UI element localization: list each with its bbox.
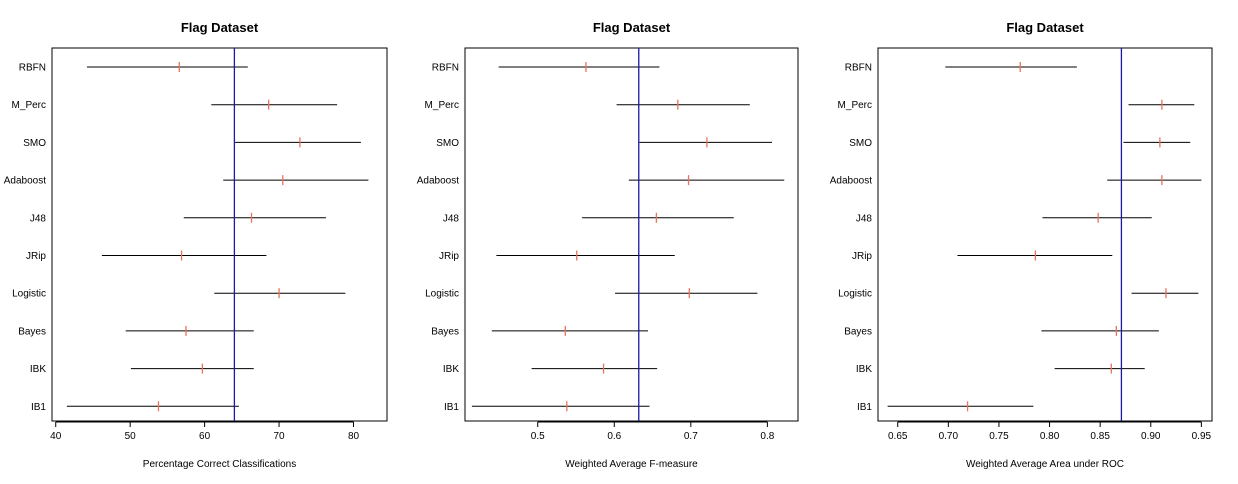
chart-panel-3: Flag Dataset RBFN M_Perc SMO Adaboost J48 JRip…: [830, 20, 1213, 470]
category-label: JRip: [852, 251, 872, 262]
category-label: J48: [30, 213, 47, 224]
x-tick-label: 0.90: [1141, 431, 1161, 442]
category-label: IBK: [443, 364, 459, 375]
category-label: IB1: [444, 402, 459, 413]
x-tick-label: 0.6: [607, 431, 621, 442]
x-axis-label: Percentage Correct Classifications: [143, 459, 296, 470]
chart-title: Flag Dataset: [593, 20, 671, 35]
x-tick-label: 70: [273, 431, 285, 442]
x-tick-label: 0.70: [939, 431, 959, 442]
x-tick-label: 0.5: [531, 431, 545, 442]
category-label: Adaboost: [4, 176, 46, 187]
x-tick-label: 40: [50, 431, 62, 442]
category-label: Bayes: [18, 326, 46, 337]
category-label: Logistic: [12, 289, 46, 300]
category-label: M_Perc: [425, 100, 459, 111]
x-tick-label: 0.65: [888, 431, 908, 442]
chart-panel-1: Flag Dataset RBFN M_Perc SMO Adaboost J48 JRip…: [4, 20, 388, 470]
category-label: Bayes: [431, 326, 459, 337]
category-label: SMO: [23, 138, 46, 149]
category-label: J48: [856, 213, 873, 224]
x-tick-label: 0.8: [760, 431, 774, 442]
category-label: IBK: [30, 364, 46, 375]
category-label: RBFN: [432, 63, 459, 74]
category-label: JRip: [439, 251, 459, 262]
category-label: RBFN: [19, 63, 46, 74]
category-label: Adaboost: [417, 176, 459, 187]
x-tick-label: 0.85: [1090, 431, 1110, 442]
category-label: RBFN: [845, 63, 872, 74]
x-tick-label: 80: [348, 431, 360, 442]
category-label: Logistic: [425, 289, 459, 300]
category-label: JRip: [26, 251, 46, 262]
category-label: IB1: [31, 402, 46, 413]
category-label: SMO: [849, 138, 872, 149]
x-tick-label: 0.80: [1040, 431, 1060, 442]
chart-title: Flag Dataset: [181, 20, 259, 35]
category-label: IBK: [856, 364, 872, 375]
x-tick-label: 0.95: [1192, 431, 1212, 442]
category-label: IB1: [857, 402, 872, 413]
category-label: Logistic: [838, 289, 872, 300]
chart-panel-2: Flag Dataset RBFN M_Perc SMO Adaboost J48 JRip…: [417, 20, 799, 470]
x-axis-label: Weighted Average F-measure: [565, 459, 698, 470]
plot-frame: [877, 47, 1213, 422]
x-tick-label: 50: [125, 431, 137, 442]
x-tick-label: 0.7: [684, 431, 698, 442]
x-axis-label: Weighted Average Area under ROC: [966, 459, 1124, 470]
category-label: J48: [443, 213, 460, 224]
category-label: M_Perc: [12, 100, 46, 111]
x-tick-label: 0.75: [989, 431, 1009, 442]
category-label: Bayes: [844, 326, 872, 337]
category-label: M_Perc: [838, 100, 872, 111]
category-label: Adaboost: [830, 176, 872, 187]
category-label: SMO: [436, 138, 459, 149]
plot-frame: [464, 47, 799, 422]
plot-frame: [51, 47, 388, 422]
chart-title: Flag Dataset: [1006, 20, 1084, 35]
x-tick-label: 60: [199, 431, 211, 442]
